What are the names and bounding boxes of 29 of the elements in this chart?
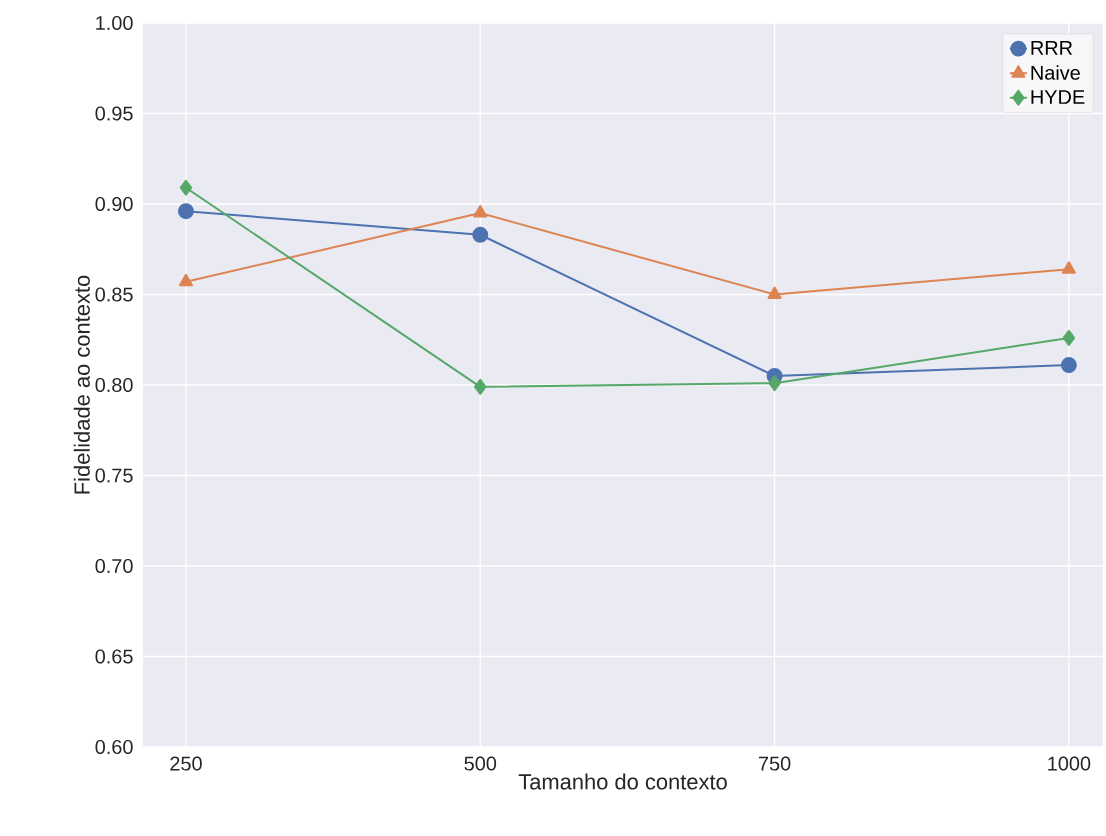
y-tick-label: 1.00 [96,15,133,31]
y-tick-label: 0.85 [95,287,133,302]
point [1062,329,1076,346]
legend-label: Naive [1031,65,1080,80]
point [473,205,488,218]
point [768,375,781,392]
point [767,286,782,299]
y-tick-label: 0.80 [95,377,133,393]
x-tick-label: 250 [170,756,202,771]
point [179,179,193,196]
point [178,273,194,287]
y-tick-label: 0.60 [95,739,133,755]
x-tick-label: 1000 [1048,756,1091,771]
y-tick-label: 0.70 [95,558,133,574]
y-tick-label: 0.90 [95,196,133,212]
point [1060,357,1077,374]
point [474,378,487,395]
legend-label: HYDE [1031,90,1085,104]
y-tick-label: 0.95 [95,106,133,121]
point [472,226,489,243]
x-tick-label: 500 [464,756,497,771]
legend-label: RRR [1031,41,1073,55]
y-axis-title: Fidelidade ao contexto [73,275,90,494]
point [178,203,194,220]
point [1061,261,1076,274]
y-tick-label: 0.65 [95,649,133,664]
x-tick-label: 750 [758,756,791,771]
y-tick-label: 0.75 [95,468,133,483]
x-axis-title: Tamanho do contexto [518,773,727,790]
